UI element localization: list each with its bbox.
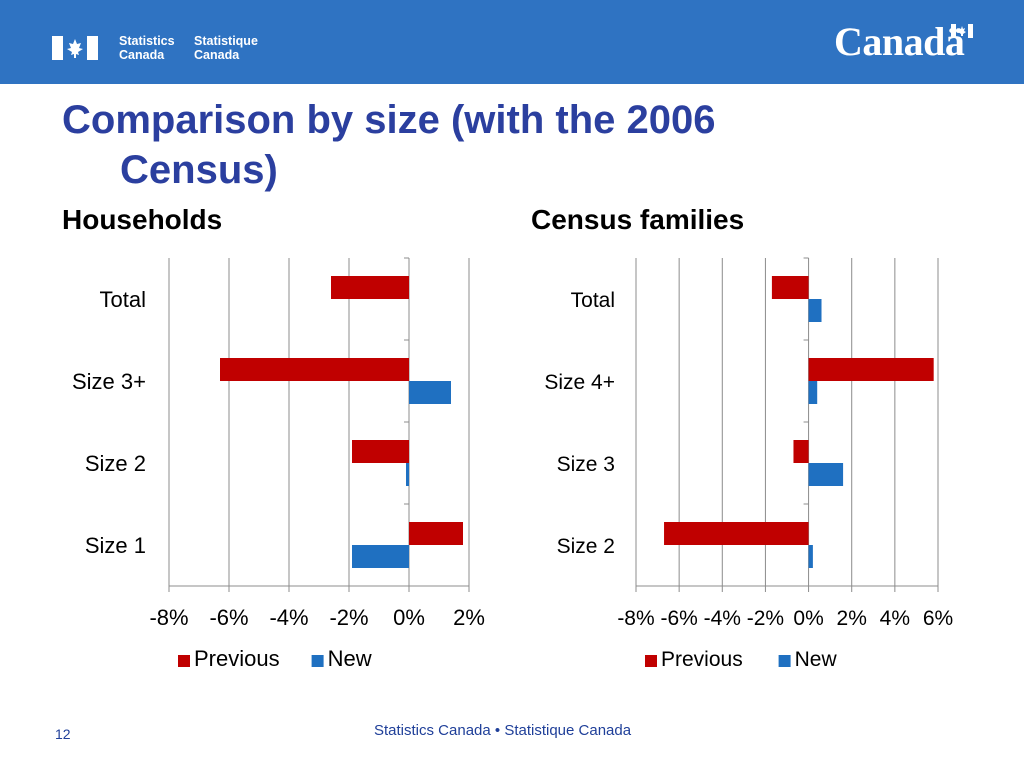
bar-previous-size-2 [664, 522, 809, 545]
title-line-2: Census) [120, 148, 278, 192]
x-tick-label-8: -8% [149, 605, 188, 630]
x-tick-label-2: -2% [747, 607, 784, 630]
legend-swatch-new [311, 655, 324, 667]
x-tick-label-6: -6% [209, 605, 248, 630]
legend-swatch-previous [178, 655, 190, 667]
bar-new-size-1 [352, 545, 409, 568]
canada-wordmark: Canadä [834, 19, 965, 64]
title-line-1: Comparison by size (with the 2006 [62, 98, 716, 142]
census-families-chart: -8% -6% -4% -2% 0% 2% 4% 6% Total Size 4+ Size 3 Si… [544, 257, 953, 671]
bar-previous-size-3 [793, 440, 809, 463]
bar-previous-total [771, 276, 809, 299]
bar-previous-total [331, 276, 409, 299]
page-title: Comparison by size (with the 2006 Census… [62, 95, 716, 195]
x-tick-label-0: 0% [393, 605, 425, 630]
category-label-size-2: Size 2 [557, 535, 615, 558]
legend-label-previous: Previous [661, 648, 743, 671]
x-tick-label-2: 2% [837, 607, 867, 630]
x-tick-label-4: -4% [269, 605, 308, 630]
households-chart: -8% -6% -4% -2% 0% 2% Total Size 3+ Size 2 Size 1… [72, 257, 485, 671]
agency-name-en: Statistics Canada [119, 34, 175, 62]
agency-en-line2: Canada [119, 48, 165, 62]
bar-new-size-4 [808, 381, 818, 404]
legend-swatch-previous [645, 655, 657, 667]
x-tick-label-2: -2% [329, 605, 368, 630]
x-tick-label-2: 2% [453, 605, 485, 630]
bar-new-size-3 [808, 463, 844, 486]
bar-new-size-2 [406, 463, 409, 486]
agency-fr-line1: Statistique [194, 34, 258, 48]
page-number: 12 [55, 726, 71, 742]
x-tick-label-4: -4% [704, 607, 741, 630]
legend-label-new: New [328, 646, 372, 671]
category-label-size-4: Size 4+ [544, 371, 615, 394]
agency-en-line1: Statistics [119, 34, 175, 48]
bar-previous-size-2 [352, 440, 409, 463]
category-label-total: Total [100, 287, 146, 312]
bar-previous-size-4 [808, 358, 934, 381]
canada-flag-icon [52, 36, 98, 60]
legend-swatch-new [778, 655, 791, 667]
census-families-subtitle: Census families [531, 204, 745, 235]
bar-new-size-3 [409, 381, 451, 404]
x-tick-label-6: -6% [660, 607, 697, 630]
x-tick-label-6: 6% [923, 607, 953, 630]
x-tick-label-8: -8% [617, 607, 654, 630]
footer-text: Statistics Canada • Statistique Canada [374, 722, 632, 739]
legend-label-new: New [795, 648, 838, 671]
households-subtitle: Households [62, 204, 223, 235]
agency-name-fr: Statistique Canada [194, 34, 258, 62]
category-label-size-3: Size 3+ [72, 369, 146, 394]
header-banner: Statistics Canada Statistique Canada Can… [0, 0, 1024, 84]
category-label-size-2: Size 2 [85, 451, 146, 476]
wordmark-flag-icon [951, 24, 973, 38]
category-label-size-1: Size 1 [85, 533, 146, 558]
x-tick-label-4: 4% [880, 607, 910, 630]
category-label-size-3: Size 3 [557, 453, 615, 476]
agency-fr-line2: Canada [194, 48, 240, 62]
bar-new-total [808, 299, 822, 322]
bar-previous-size-1 [409, 522, 463, 545]
bar-new-size-2 [808, 545, 813, 568]
category-label-total: Total [571, 289, 615, 312]
bar-previous-size-3 [220, 358, 409, 381]
legend-label-previous: Previous [194, 646, 280, 671]
x-tick-label-0: 0% [793, 607, 823, 630]
